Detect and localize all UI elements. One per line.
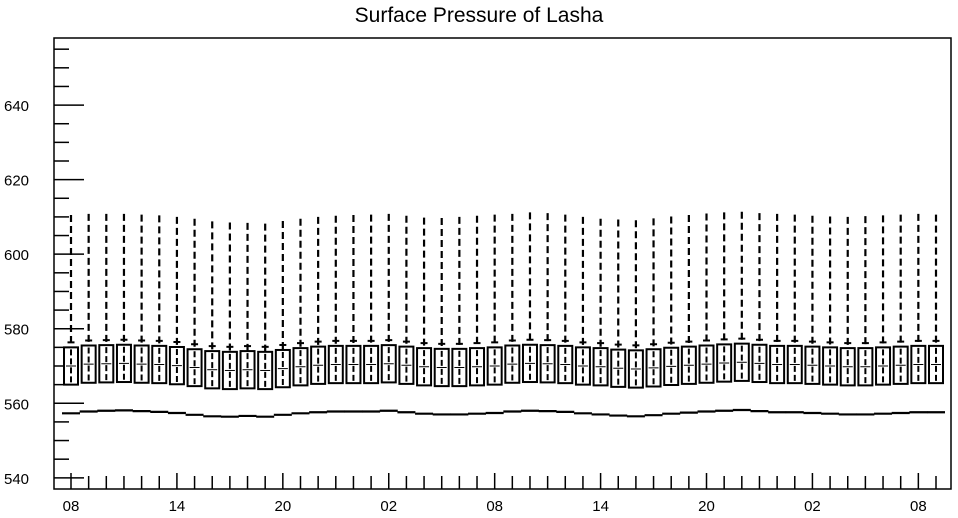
box-plot: [520, 212, 539, 412]
x-tick-label: 02: [804, 498, 821, 515]
box-plot: [79, 213, 98, 413]
chart-title: Surface Pressure of Lasha: [354, 4, 604, 27]
box-plot: [556, 214, 575, 413]
box-plot: [626, 220, 645, 418]
box-plot: [573, 216, 592, 415]
y-axis: 540 560 580 600 620 640: [4, 48, 84, 488]
box-plot: [838, 216, 857, 416]
box-plot: [132, 214, 151, 413]
box-plot: [768, 213, 787, 414]
y-tick-label: 560: [4, 396, 29, 413]
box-plot: [220, 222, 239, 418]
box-plot: [503, 213, 522, 413]
box-plot: [485, 214, 504, 415]
x-tick-label: 14: [592, 498, 609, 515]
box-plot: [291, 218, 310, 415]
box-plot: [927, 214, 945, 414]
box-plot: [538, 213, 557, 413]
box-plot: [238, 222, 257, 418]
box-plot: [891, 214, 910, 415]
box-plot: [150, 215, 169, 413]
box-plot: [609, 219, 628, 417]
box-plot: [662, 216, 681, 415]
y-tick-label: 600: [4, 247, 29, 264]
x-tick-label: 20: [698, 498, 715, 515]
box-plot: [432, 218, 451, 416]
box-plot: [344, 215, 363, 413]
y-tick-label: 540: [4, 471, 29, 488]
box-plot: [750, 213, 769, 413]
box-plot: [167, 216, 186, 415]
box-plot: [874, 215, 893, 415]
y-tick-label: 580: [4, 322, 29, 339]
x-tick-label: 08: [910, 498, 927, 515]
box-plot: [909, 213, 928, 414]
box-plot: [785, 214, 804, 414]
box-plot: [273, 221, 292, 416]
box-plot: [591, 218, 610, 416]
x-axis: 08 14 20 02 08 14 20 02 08: [63, 473, 937, 515]
box-plot: [715, 212, 734, 412]
box-plot: [256, 223, 275, 418]
x-tick-label: 20: [274, 498, 291, 515]
y-tick-label: 620: [4, 173, 29, 190]
box-plot: [415, 217, 434, 415]
box-plot: [450, 216, 469, 416]
box-plot: [326, 215, 345, 413]
box-plot: [185, 218, 204, 416]
box-plot: [856, 216, 875, 416]
box-plot: [821, 216, 840, 415]
box-plot: [97, 213, 116, 412]
box-plot: [803, 215, 822, 415]
box-plot: [468, 215, 487, 415]
box-plot: [697, 213, 716, 413]
box-series: [62, 211, 945, 418]
box-plot: [62, 215, 80, 415]
box-plot: [397, 215, 416, 414]
box-plot: [309, 216, 328, 414]
box-plot: [644, 218, 663, 417]
box-plot: [114, 213, 133, 412]
box-plot: [203, 221, 222, 418]
x-tick-label: 14: [169, 498, 186, 515]
plot-frame: [53, 37, 952, 490]
x-tick-label: 08: [486, 498, 503, 515]
y-tick-label: 640: [4, 98, 29, 115]
box-plot: [679, 215, 698, 414]
box-plot: [379, 213, 398, 412]
box-plot: [732, 211, 751, 412]
box-plot: [362, 214, 381, 413]
x-tick-label: 08: [63, 498, 80, 515]
x-tick-label: 02: [380, 498, 397, 515]
